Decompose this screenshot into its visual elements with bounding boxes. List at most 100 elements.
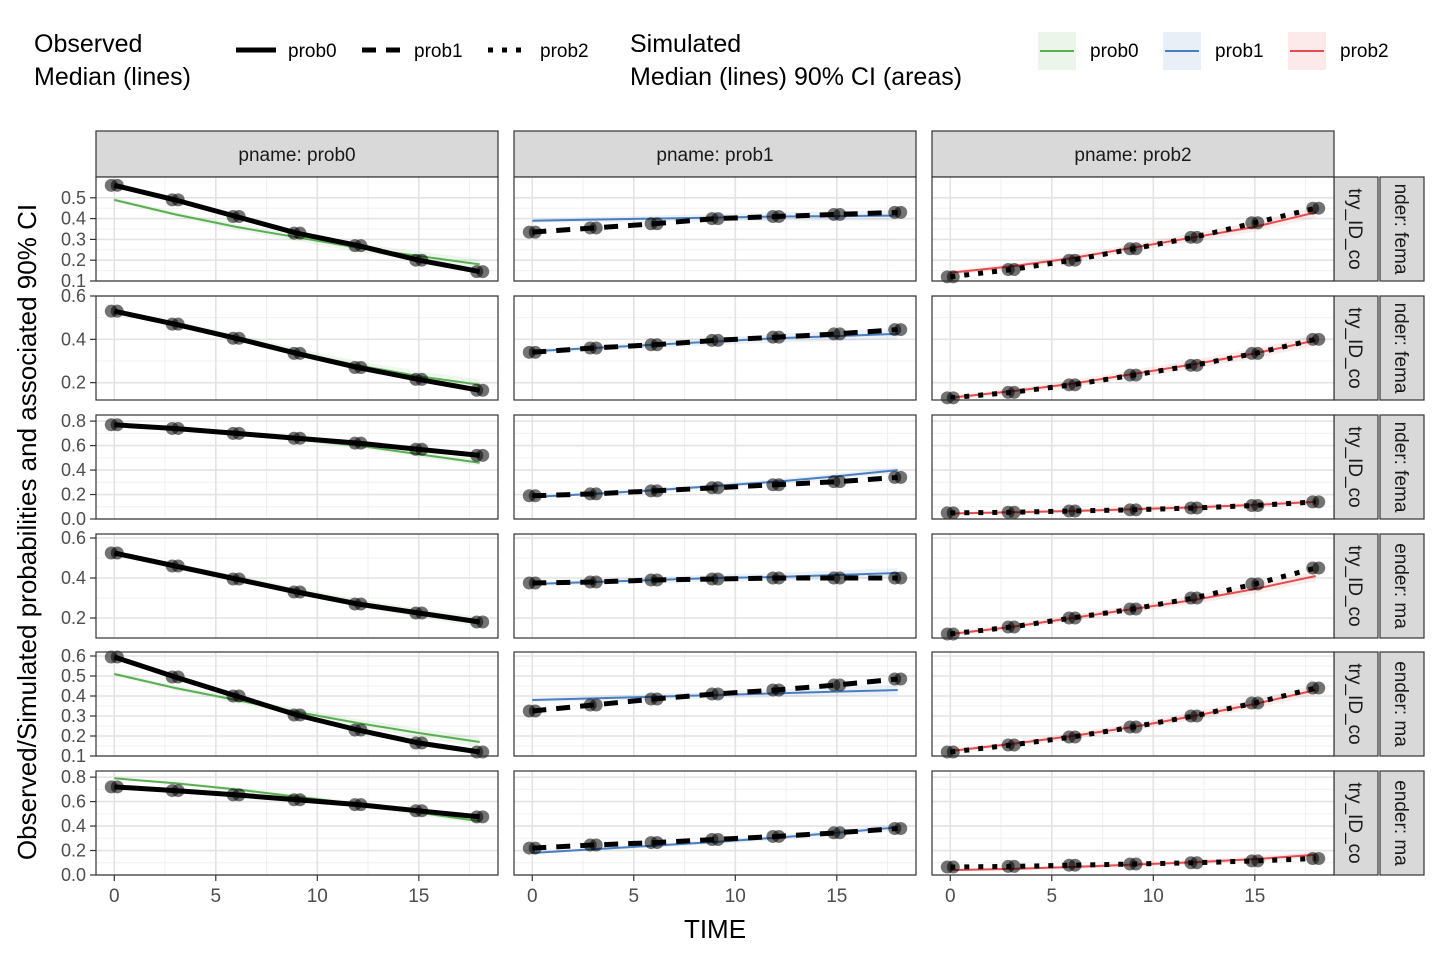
x-axis-title: TIME	[684, 914, 746, 944]
x-tick-label: 5	[1046, 886, 1057, 907]
observed-point	[354, 723, 368, 737]
observed-point	[711, 481, 725, 495]
panel-r2-c2	[513, 295, 917, 401]
observed-point	[772, 478, 786, 492]
observed-point	[589, 341, 603, 355]
y-tick-label: 0.2	[61, 841, 86, 861]
y-tick-label: 0.6	[61, 792, 86, 812]
y-tick-label: 0.2	[61, 373, 86, 393]
observed-point	[711, 572, 725, 586]
observed-point	[110, 418, 124, 432]
panel-border	[95, 533, 499, 639]
observed-point	[1007, 263, 1021, 277]
observed-point	[415, 736, 429, 750]
observed-point	[711, 833, 725, 847]
observed-point	[171, 317, 185, 331]
observed-point	[946, 745, 960, 759]
simulated-legend-item-prob1: prob1	[1163, 32, 1264, 70]
y-tick-label: 0.4	[61, 329, 86, 349]
y-tick-label: 0.2	[61, 608, 86, 628]
observed-point	[589, 221, 603, 235]
y-tick-label: 0.5	[61, 666, 86, 686]
observed-point	[946, 270, 960, 284]
panel-r1-c3	[931, 176, 1335, 284]
y-tick-label: 0.3	[61, 706, 86, 726]
observed-point	[171, 421, 185, 435]
observed-point	[1068, 504, 1082, 518]
row-strip-label: ender: ma	[1390, 780, 1411, 866]
observed-point	[1007, 620, 1021, 634]
observed-point	[1190, 501, 1204, 515]
observed-point	[528, 704, 542, 718]
row-strip-label: try_ID_co	[1344, 307, 1365, 388]
y-tick-label: 0.0	[61, 509, 86, 529]
observed-point	[293, 793, 307, 807]
observed-point	[894, 822, 908, 836]
legend-label: prob0	[1090, 41, 1139, 62]
panel-border	[931, 295, 1335, 401]
legend-label: prob0	[288, 41, 337, 62]
observed-point	[650, 692, 664, 706]
panel-r6-c3	[931, 770, 1335, 876]
panel-r6-c2	[513, 770, 917, 876]
observed-point	[232, 689, 246, 703]
x-tick-label: 0	[109, 886, 120, 907]
observed-point	[1129, 368, 1143, 382]
y-tick-label: 0.0	[61, 865, 86, 885]
panel-border	[513, 770, 917, 876]
observed-point	[1190, 230, 1204, 244]
observed-point	[711, 687, 725, 701]
observed-point	[171, 559, 185, 573]
legend-label: prob2	[1340, 41, 1389, 62]
observed-point	[772, 683, 786, 697]
observed-point	[589, 838, 603, 852]
observed-point	[354, 361, 368, 374]
observed-point	[1129, 720, 1143, 734]
observed-point	[1129, 242, 1143, 256]
legend-label: prob1	[1215, 41, 1264, 62]
observed-point	[833, 207, 847, 221]
observed-point	[1312, 681, 1326, 695]
observed-point	[1312, 201, 1326, 215]
x-tick-label: 10	[725, 886, 746, 907]
observed-point	[1251, 854, 1265, 868]
y-tick-label: 0.4	[61, 460, 86, 480]
facet-strip-2: pname: prob1	[513, 130, 917, 178]
row-strip-3: try_ID_co nder: fema	[1333, 414, 1425, 520]
y-tick-label: 0.6	[61, 436, 86, 456]
y-tick-label: 0.3	[61, 229, 86, 249]
observed-point	[232, 426, 246, 440]
observed-point	[293, 708, 307, 722]
observed-point	[1068, 611, 1082, 625]
observed-point	[772, 571, 786, 585]
observed-point	[711, 212, 725, 226]
panel-border	[513, 176, 917, 282]
observed-legend-item-prob2: prob2	[488, 41, 589, 62]
row-strip-4: try_ID_co ender: ma	[1333, 533, 1425, 639]
y-tick-label: 0.4	[61, 568, 86, 588]
observed-point	[833, 571, 847, 585]
panel-border	[95, 770, 499, 876]
observed-point	[476, 615, 490, 629]
panel-r2-c1	[95, 295, 499, 401]
observed-point	[1251, 346, 1265, 360]
observed-point	[232, 572, 246, 586]
y-tick-label: 0.2	[61, 726, 86, 746]
facet-strip-label: pname: prob1	[656, 145, 773, 166]
observed-point	[1068, 730, 1082, 744]
observed-legend: Observed Median (lines) prob0 prob1 prob2	[34, 30, 589, 91]
panel-border	[931, 770, 1335, 876]
simulated-legend-title: Simulated	[630, 30, 741, 58]
observed-point	[293, 346, 307, 360]
observed-point	[946, 627, 960, 641]
observed-point	[171, 784, 185, 798]
panel-r5-c3	[931, 651, 1335, 759]
simulated-ci-area	[950, 571, 1316, 636]
observed-point	[415, 606, 429, 620]
x-tick-label: 5	[628, 886, 639, 907]
panel-r2-c3	[931, 295, 1335, 405]
observed-point	[110, 546, 124, 560]
row-strip-label: try_ID_co	[1344, 188, 1365, 269]
panel-r4-c3	[931, 533, 1335, 641]
row-strip-label: nder: fema	[1390, 422, 1411, 513]
